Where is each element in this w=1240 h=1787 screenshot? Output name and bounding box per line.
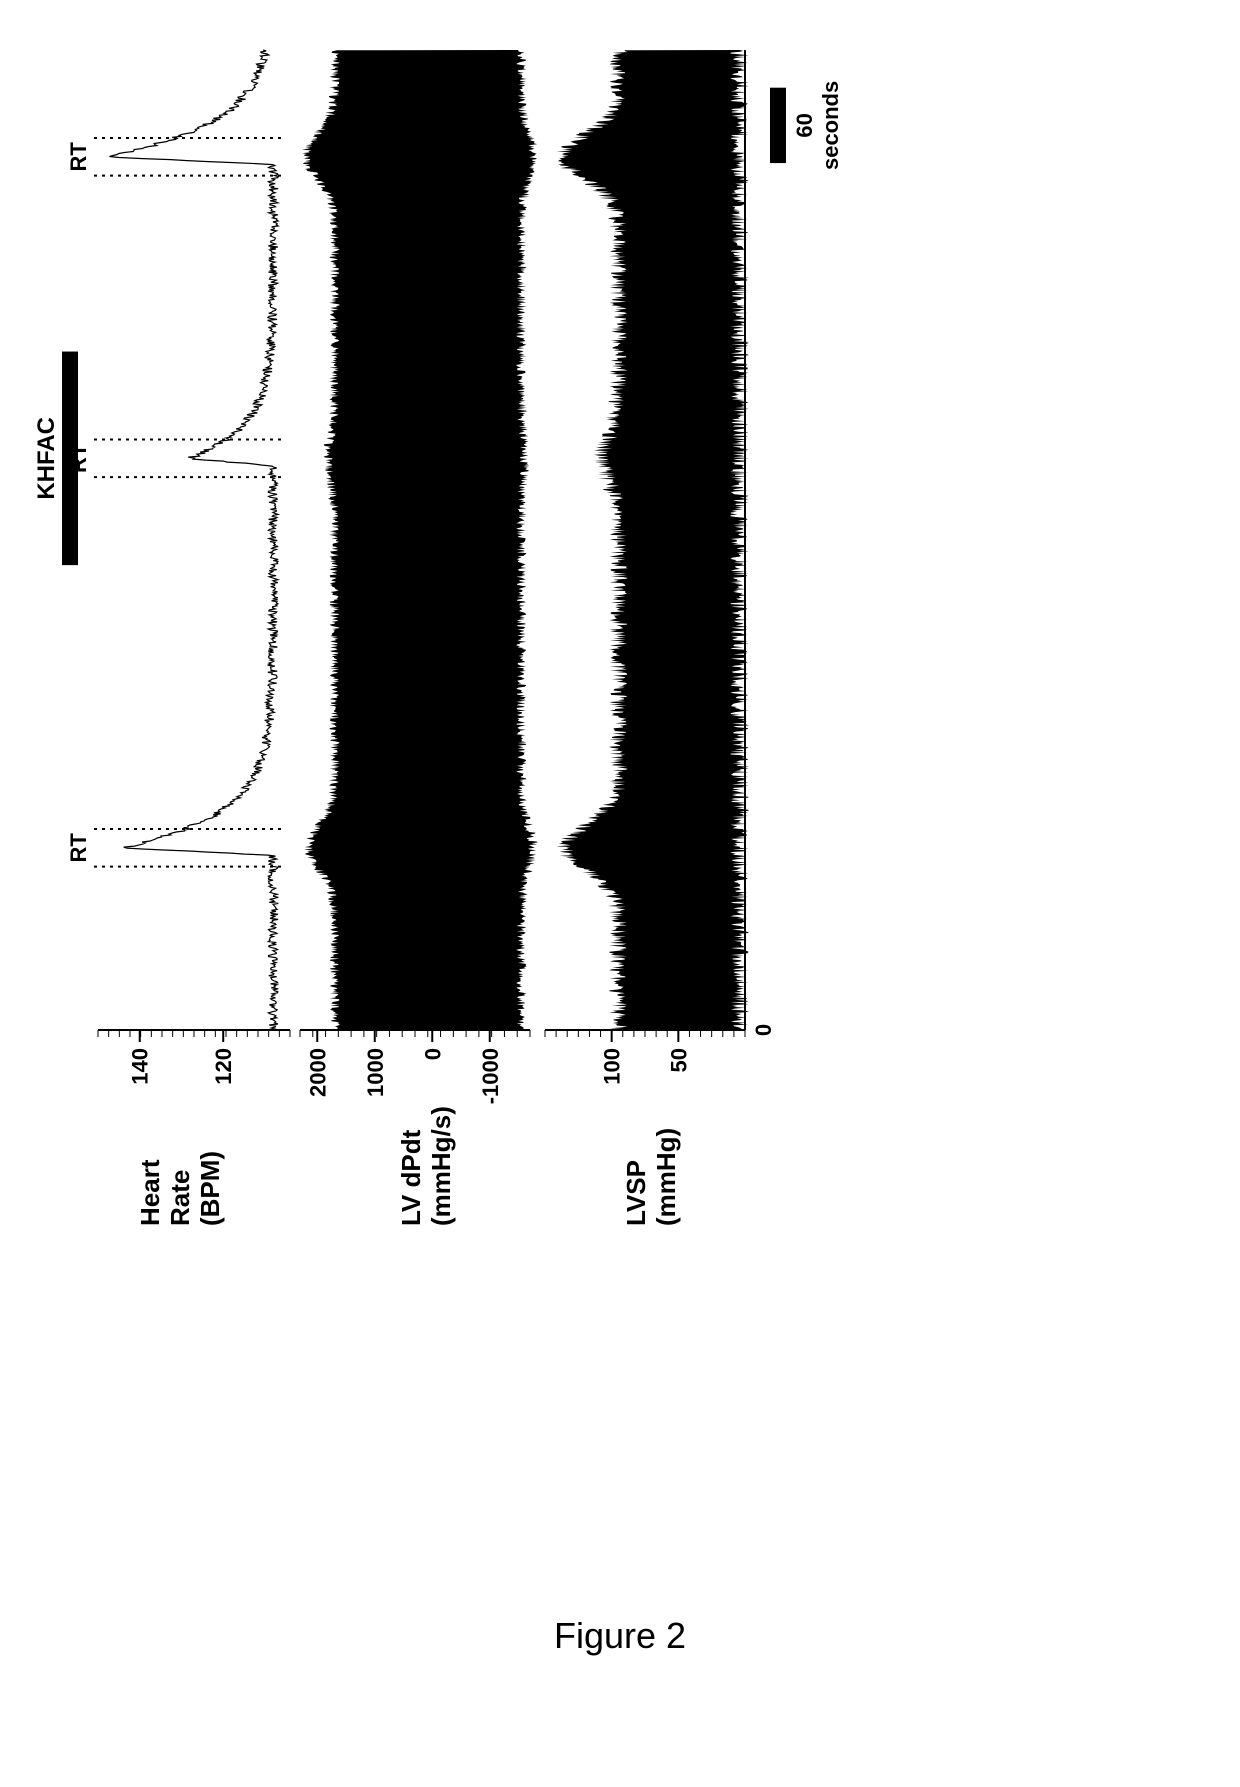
svg-text:100: 100: [600, 1048, 625, 1085]
svg-text:Heart: Heart: [135, 1159, 165, 1226]
figure-caption: Figure 2: [554, 1615, 686, 1657]
charts-svg: 120140HeartRate(BPM)RTRTRT-1000010002000…: [0, 0, 1240, 1240]
svg-text:140: 140: [128, 1048, 153, 1085]
svg-text:-1000: -1000: [478, 1048, 503, 1104]
charts-rotated-container: 120140HeartRate(BPM)RTRTRT-1000010002000…: [0, 0, 1240, 1240]
svg-text:2000: 2000: [305, 1048, 330, 1097]
svg-text:KHFAC: KHFAC: [33, 417, 60, 500]
svg-text:(mmHg): (mmHg): [651, 1128, 681, 1226]
svg-text:0: 0: [751, 1024, 776, 1036]
svg-text:50: 50: [666, 1048, 691, 1072]
svg-text:60: 60: [792, 113, 817, 137]
svg-text:120: 120: [211, 1048, 236, 1085]
svg-text:0: 0: [420, 1048, 445, 1060]
svg-text:(BPM): (BPM): [195, 1151, 225, 1226]
svg-text:LV dPdt: LV dPdt: [396, 1129, 426, 1226]
svg-text:Rate: Rate: [165, 1170, 195, 1226]
svg-text:RT: RT: [66, 142, 91, 172]
svg-text:(mmHg/s): (mmHg/s): [426, 1106, 456, 1226]
svg-text:LVSP: LVSP: [621, 1160, 651, 1226]
svg-text:RT: RT: [66, 833, 91, 863]
svg-text:1000: 1000: [363, 1048, 388, 1097]
svg-text:seconds: seconds: [818, 81, 843, 170]
page: 120140HeartRate(BPM)RTRTRT-1000010002000…: [0, 0, 1240, 1787]
